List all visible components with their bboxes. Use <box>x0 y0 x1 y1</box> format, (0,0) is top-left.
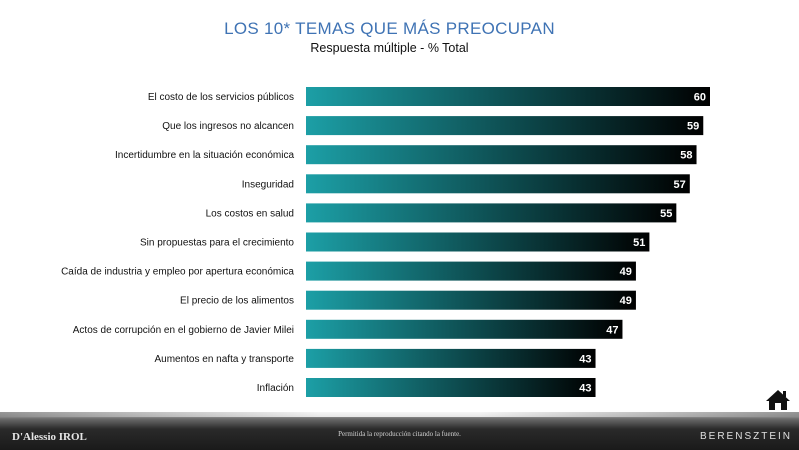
footer-note: Permitida la reproducción citando la fue… <box>338 430 461 438</box>
category-label: Que los ingresos no alcancen <box>162 121 294 132</box>
bar <box>306 203 677 223</box>
value-label: 43 <box>579 383 591 395</box>
bar <box>306 232 650 252</box>
footer-shine <box>0 412 799 417</box>
berensztein-logo: BERENSZTEIN <box>700 431 793 442</box>
bar <box>306 290 636 310</box>
bar <box>306 378 596 397</box>
home-icon[interactable] <box>765 388 791 412</box>
value-label: 59 <box>687 121 699 133</box>
category-label: El precio de los alimentos <box>180 296 294 307</box>
category-label: Inflación <box>257 383 294 394</box>
bar <box>306 145 697 165</box>
category-label: Inseguridad <box>242 179 294 190</box>
category-label: Sin propuestas para el crecimiento <box>140 238 294 249</box>
value-label: 58 <box>680 150 692 162</box>
value-label: 57 <box>674 179 686 191</box>
bar <box>306 348 596 368</box>
value-label: 49 <box>620 266 632 278</box>
bar-chart: El costo de los servicios públicos 60 Que … <box>61 87 710 397</box>
category-label: El costo de los servicios públicos <box>148 92 294 103</box>
bar <box>306 87 710 106</box>
bar <box>306 116 704 136</box>
chart-title: LOS 10* TEMAS QUE MÁS PREOCUPAN <box>224 19 555 38</box>
category-label: Incertidumbre en la situación económica <box>115 150 294 161</box>
bar <box>306 261 636 281</box>
bar <box>306 319 623 339</box>
category-label: Actos de corrupción en el gobierno de Ja… <box>73 325 294 336</box>
value-label: 51 <box>633 237 645 249</box>
value-label: 49 <box>620 295 632 307</box>
category-label: Caída de industria y empleo por apertura… <box>61 267 294 278</box>
value-label: 47 <box>606 324 618 336</box>
dalessio-logo: D'Alessio IROL <box>12 431 87 443</box>
value-label: 60 <box>694 92 706 104</box>
bar <box>306 174 690 194</box>
category-label: Los costos en salud <box>206 208 294 219</box>
value-label: 43 <box>579 353 591 365</box>
footer-bar <box>0 412 799 450</box>
chart-subtitle: Respuesta múltiple - % Total <box>310 41 469 55</box>
value-label: 55 <box>660 208 672 220</box>
category-label: Aumentos en nafta y transporte <box>154 354 294 365</box>
